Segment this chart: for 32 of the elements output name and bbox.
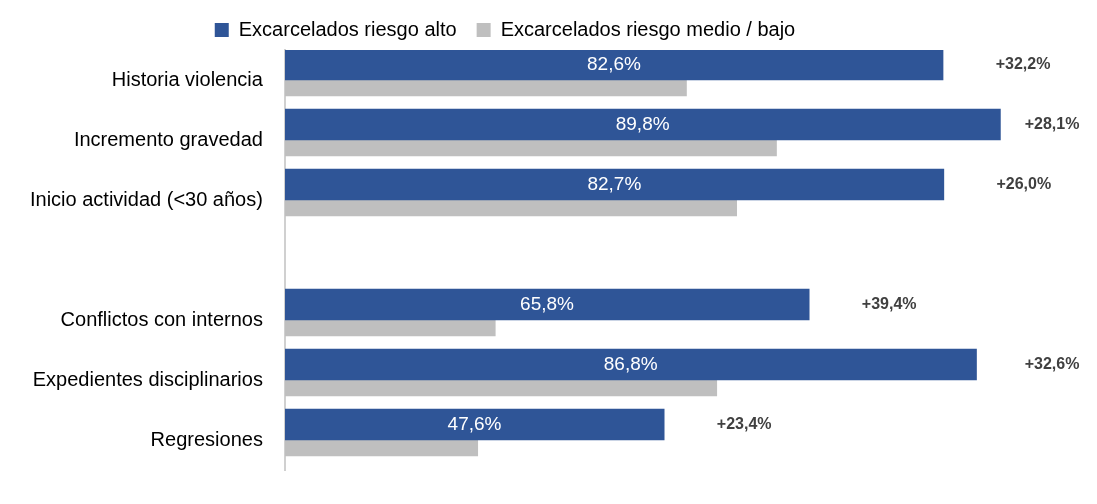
data-label: 65,8%	[520, 292, 575, 314]
text: +28,1%	[1024, 114, 1080, 132]
y-tick-label: Conflictos con internos	[60, 307, 263, 330]
y-tick-label: Historia violencia	[111, 67, 264, 90]
legend-label: Excarcelados riesgo medio / bajo	[500, 17, 796, 40]
bar	[284, 79, 687, 97]
annotation: +39,4%	[861, 294, 917, 312]
annotation: +26,0%	[996, 174, 1052, 192]
bar	[284, 288, 810, 321]
y-tick-label: Regresiones	[150, 427, 263, 450]
data-label: 82,6%	[587, 52, 642, 74]
text: +32,6%	[1024, 354, 1080, 372]
bar	[284, 348, 977, 381]
data-label: 86,8%	[603, 352, 658, 374]
bar	[284, 108, 1001, 141]
data-label: 82,7%	[587, 172, 642, 194]
annotation: +32,2%	[995, 54, 1051, 72]
annotation: +23,4%	[716, 414, 772, 432]
bar	[284, 199, 738, 217]
bar	[284, 50, 944, 81]
legend-label: Excarcelados riesgo alto	[238, 17, 457, 40]
y-tick-label: Inicio actividad (<30 años)	[29, 187, 263, 210]
y-tick-label: Expedientes disciplinarios	[32, 367, 263, 390]
y-tick-label: Incremento gravedad	[73, 127, 263, 150]
bar	[284, 319, 496, 337]
bar	[284, 439, 479, 457]
bar	[284, 139, 777, 157]
data-label: 47,6%	[447, 412, 502, 434]
bar	[284, 408, 665, 441]
data-label: 89,8%	[615, 112, 670, 134]
bar	[284, 379, 718, 397]
bar	[284, 168, 945, 201]
